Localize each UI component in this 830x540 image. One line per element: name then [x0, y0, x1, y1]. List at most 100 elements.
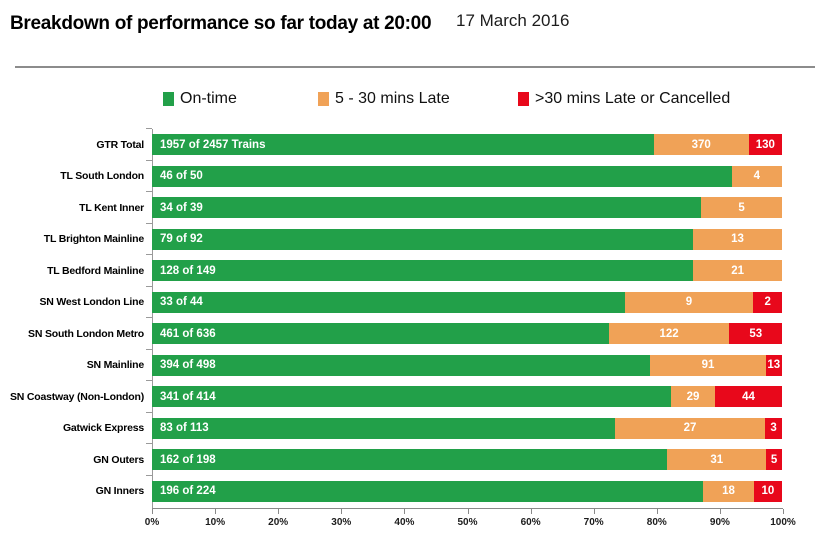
cancelled-segment: 3: [765, 417, 782, 439]
late-segment: 31: [667, 449, 767, 471]
late-segment: 370: [653, 134, 749, 156]
cancelled-segment: 130: [748, 134, 782, 156]
category-label: Gatwick Express: [62, 422, 144, 435]
x-axis-tick-label: 50%: [457, 517, 478, 528]
legend: On-time 5 - 30 mins Late >30 mins Late or …: [0, 90, 830, 114]
page-title: Breakdown of performance so far today at…: [10, 13, 432, 34]
chart-row: GN Outers 162 of 198 31 5: [0, 443, 830, 476]
legend-label: 5 - 30 mins Late: [335, 90, 450, 107]
x-axis-tick-label: 40%: [394, 517, 415, 528]
on-time-segment: 461 of 636: [152, 323, 609, 345]
x-axis-tick: [404, 509, 406, 514]
category-label: TL Brighton Mainline: [43, 233, 144, 246]
legend-item-late: 5 - 30 mins Late: [318, 90, 450, 108]
cancelled-segment: 53: [729, 323, 782, 345]
cancelled-swatch-icon: [518, 92, 529, 106]
x-axis-tick-label: 10%: [205, 517, 226, 528]
stacked-bar: 128 of 149 21: [146, 254, 782, 282]
on-time-segment: 79 of 92: [152, 228, 693, 250]
late-segment: 91: [650, 354, 766, 376]
x-axis-tick: [215, 509, 217, 514]
performance-chart: GTR Total 1957 of 2457 Trains 370 130 TL Sou…: [0, 128, 830, 508]
category-label: TL South London: [60, 170, 144, 183]
x-axis-tick: [467, 509, 469, 514]
chart-row: SN Coastway (Non-London) 341 of 414 29 44: [0, 380, 830, 413]
category-label: TL Kent Inner: [79, 201, 144, 214]
late-segment: 5: [701, 197, 782, 219]
chart-row: Gatwick Express 83 of 113 27 3: [0, 411, 830, 445]
x-axis: 0% 10% 20% 30% 40% 50% 60% 70% 80% 90% 100%: [145, 508, 796, 538]
cancelled-segment: 5: [766, 449, 782, 471]
cancelled-segment: 44: [715, 386, 782, 408]
chart-row: TL Bedford Mainline 128 of 149 21: [0, 254, 830, 287]
on-time-segment: 128 of 149: [152, 260, 694, 282]
x-axis-tick: [656, 509, 658, 514]
x-axis-tick-label: 90%: [709, 517, 730, 528]
x-axis-tick-label: 80%: [646, 517, 667, 528]
x-axis-line: [152, 508, 783, 509]
chart-row: GN Inners 196 of 224 18 10: [0, 474, 830, 508]
category-label: SN West London Line: [39, 296, 144, 309]
chart-row: SN West London Line 33 of 44 9 2: [0, 285, 830, 319]
on-time-segment: 1957 of 2457 Trains: [152, 134, 654, 156]
category-label: GN Inners: [95, 485, 145, 498]
late-segment: 27: [614, 417, 766, 439]
cancelled-segment: 2: [753, 291, 782, 313]
stacked-bar: 394 of 498 91 13: [146, 348, 782, 376]
cancelled-segment: 13: [765, 354, 782, 376]
legend-item-cancelled: >30 mins Late or Cancelled: [518, 90, 730, 108]
category-label: GN Outers: [93, 453, 144, 466]
on-time-segment: 196 of 224: [152, 480, 704, 502]
stacked-bar: 46 of 50 4: [146, 159, 782, 187]
stacked-bar: 196 of 224 18 10: [146, 474, 782, 502]
legend-item-on-time: On-time: [163, 90, 237, 108]
stacked-bar: 33 of 44 9 2: [146, 285, 782, 313]
chart-row: TL Brighton Mainline 79 of 92 13: [0, 222, 830, 256]
on-time-segment: 394 of 498: [152, 354, 651, 376]
x-axis-tick: [278, 509, 280, 514]
on-time-segment: 33 of 44: [152, 291, 625, 313]
on-time-segment: 162 of 198: [152, 449, 668, 471]
x-axis-tick: [593, 509, 595, 514]
stacked-bar: 461 of 636 122 53: [146, 317, 782, 345]
chart-row: TL South London 46 of 50 4: [0, 159, 830, 193]
y-axis-line: [152, 129, 153, 508]
late-segment: 122: [608, 323, 730, 345]
late-swatch-icon: [318, 92, 329, 106]
late-segment: 13: [692, 228, 782, 250]
chart-row: SN Mainline 394 of 498 91 13: [0, 348, 830, 382]
on-time-segment: 83 of 113: [152, 417, 615, 439]
report-date: 17 March 2016: [456, 11, 570, 30]
x-axis-tick-label: 0%: [144, 517, 160, 528]
x-axis-tick: [783, 509, 784, 514]
category-label: GTR Total: [96, 138, 144, 151]
stacked-bar: 83 of 113 27 3: [146, 411, 782, 439]
cancelled-segment: 10: [753, 480, 782, 502]
on-time-segment: 46 of 50: [152, 165, 732, 187]
late-segment: 29: [670, 386, 716, 408]
x-axis-tick-label: 60%: [520, 517, 541, 528]
x-axis-tick: [152, 509, 153, 514]
category-label: SN Coastway (Non-London): [9, 390, 144, 403]
x-axis-tick: [341, 509, 343, 514]
stacked-bar: 1957 of 2457 Trains 370 130: [146, 128, 782, 156]
legend-label: >30 mins Late or Cancelled: [535, 90, 731, 107]
x-axis-tick-label: 20%: [268, 517, 289, 528]
stacked-bar: 79 of 92 13: [146, 222, 782, 250]
stacked-bar: 34 of 39 5: [146, 191, 782, 219]
category-label: TL Bedford Mainline: [47, 264, 144, 277]
late-segment: 9: [624, 291, 754, 313]
divider-line: [15, 66, 815, 68]
chart-row: TL Kent Inner 34 of 39 5: [0, 191, 830, 224]
legend-label: On-time: [180, 90, 237, 107]
stacked-bar: 341 of 414 29 44: [146, 380, 782, 408]
stacked-bar: 162 of 198 31 5: [146, 443, 782, 471]
chart-row: SN South London Metro 461 of 636 122 53: [0, 317, 830, 350]
x-axis-tick-label: 30%: [331, 517, 352, 528]
x-axis-tick-label: 70%: [583, 517, 604, 528]
late-segment: 18: [703, 480, 754, 502]
on-time-segment: 341 of 414: [152, 386, 671, 408]
late-segment: 21: [693, 260, 782, 282]
category-label: SN South London Metro: [28, 327, 144, 340]
